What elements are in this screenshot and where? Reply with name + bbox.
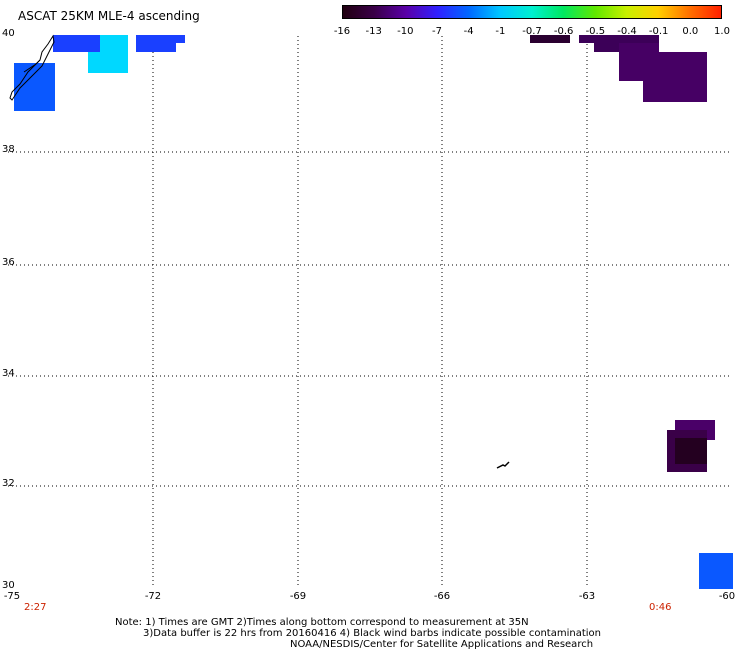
- colorbar-tick-label: -0.7: [522, 26, 542, 37]
- data-cell: [594, 43, 619, 52]
- lon-label-60: -60: [718, 591, 736, 602]
- data-cell: [579, 35, 659, 43]
- data-cell: [659, 52, 707, 81]
- wind-data-cells: [14, 35, 733, 589]
- colorbar: [342, 5, 722, 19]
- lat-label-30: 30: [2, 580, 15, 591]
- data-cell: [14, 63, 55, 111]
- note-line-3: NOAA/NESDIS/Center for Satellite Applica…: [290, 639, 594, 650]
- time-start-label: 2:27: [24, 602, 47, 613]
- lat-label-34: 34: [2, 368, 15, 379]
- coastline: [23, 59, 41, 73]
- lat-label-32: 32: [2, 478, 15, 489]
- data-cell: [88, 35, 100, 52]
- data-cell: [530, 35, 570, 43]
- wind-barb: [496, 461, 510, 469]
- colorbar-tick-label: -0.1: [648, 26, 669, 37]
- lat-label-36: 36: [2, 257, 15, 268]
- colorbar-tick-label: -10: [397, 26, 414, 37]
- lon-label-63: -63: [578, 591, 596, 602]
- map-gridlines: [8, 36, 732, 588]
- lon-label-69: -69: [289, 591, 307, 602]
- data-cell: [619, 43, 659, 81]
- colorbar-tick-label: -16: [333, 26, 351, 37]
- lat-label-40: 40: [2, 28, 15, 39]
- note-line-2: 3)Data buffer is 22 hrs from 20160416 4)…: [143, 628, 601, 639]
- lon-label-66: -66: [433, 591, 451, 602]
- data-cell: [699, 553, 733, 589]
- data-cell: [643, 81, 707, 102]
- colorbar-tick-label: -4: [463, 26, 474, 37]
- data-cell: [176, 35, 185, 43]
- colorbar-tick-label: -1: [495, 26, 506, 37]
- colorbar-tick-label: -13: [365, 26, 382, 37]
- colorbar-tick-label: -0.4: [617, 26, 637, 37]
- note-line-1: Note: 1) Times are GMT 2)Times along bot…: [115, 617, 529, 628]
- colorbar-tick-label: -0.6: [553, 26, 574, 37]
- data-cell: [136, 35, 176, 52]
- colorbar-gradient: [343, 6, 721, 18]
- lat-label-38: 38: [2, 144, 15, 155]
- time-end-label: 0:46: [649, 602, 672, 613]
- data-cell: [675, 438, 707, 464]
- lon-label-75: -75: [3, 591, 21, 602]
- data-cell: [53, 35, 89, 52]
- colorbar-tick-label: 0.0: [682, 26, 699, 37]
- colorbar-tick-label: -7: [432, 26, 442, 37]
- colorbar-tick-label: -0.5: [585, 26, 606, 37]
- colorbar-tick-label: 1.0: [714, 26, 730, 37]
- map-title: ASCAT 25KM MLE-4 ascending: [18, 9, 200, 23]
- lon-label-72: -72: [144, 591, 162, 602]
